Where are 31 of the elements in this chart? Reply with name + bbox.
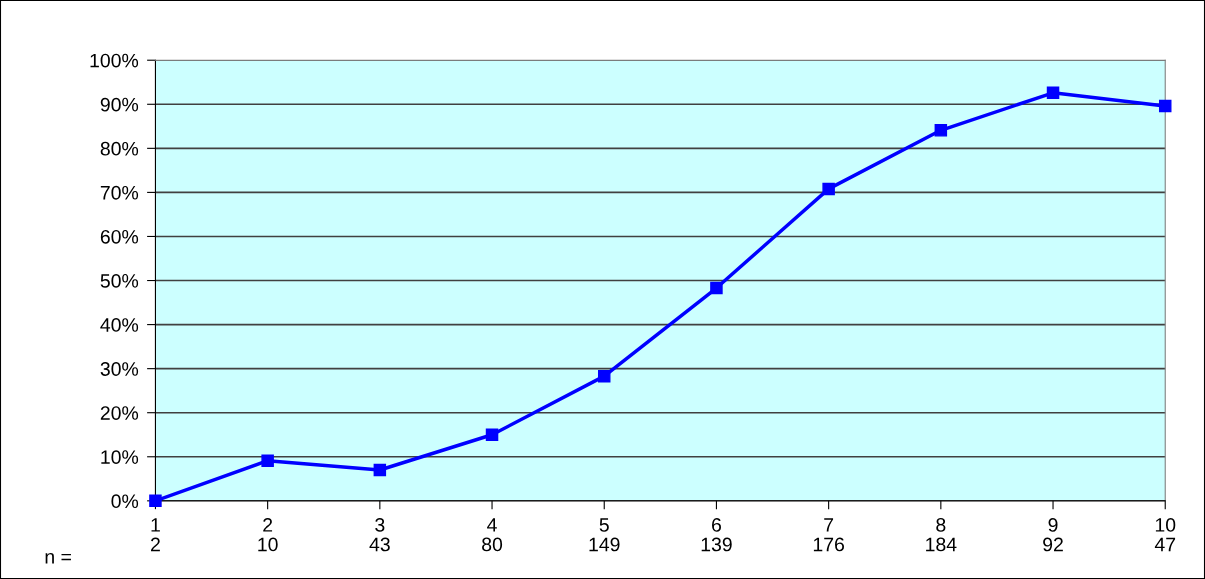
y-tick-label: 90% (100, 97, 139, 112)
y-tick-label: 80% (100, 141, 139, 156)
y-tick-label: 0% (111, 494, 139, 509)
x-tick-label: 1 2 (151, 518, 160, 552)
y-tick-label: 50% (100, 273, 139, 288)
y-tick-label: 20% (100, 406, 139, 420)
text: n = (45, 553, 71, 564)
y-tick-label: 10% (101, 450, 139, 465)
y-tick-label: 30% (100, 362, 139, 376)
x-tick-label: 4 80 (482, 518, 503, 552)
x-tick-label: 6 139 (701, 518, 732, 552)
point (373, 463, 387, 477)
x-tick-label: 9 92 (1043, 518, 1063, 552)
y-tick-label: 40% (100, 318, 139, 332)
point (822, 182, 835, 196)
point (1046, 86, 1060, 100)
point (261, 454, 274, 467)
y-tick-label: 60% (100, 229, 139, 244)
x-tick-label: 3 43 (369, 518, 390, 552)
y-tick-label: 70% (100, 185, 139, 200)
point (710, 281, 723, 295)
point (934, 124, 948, 137)
x-tick-label: 5 149 (589, 518, 620, 552)
y-tick-label: 100% (90, 53, 139, 68)
point (1158, 99, 1172, 113)
x-tick-label: 2 10 (258, 518, 278, 552)
x-tick-label: 7 176 (813, 518, 845, 552)
point (485, 428, 499, 441)
point (597, 369, 611, 383)
x-tick-label: 10 47 (1154, 518, 1176, 552)
x-tick-label: 8 184 (926, 518, 957, 552)
